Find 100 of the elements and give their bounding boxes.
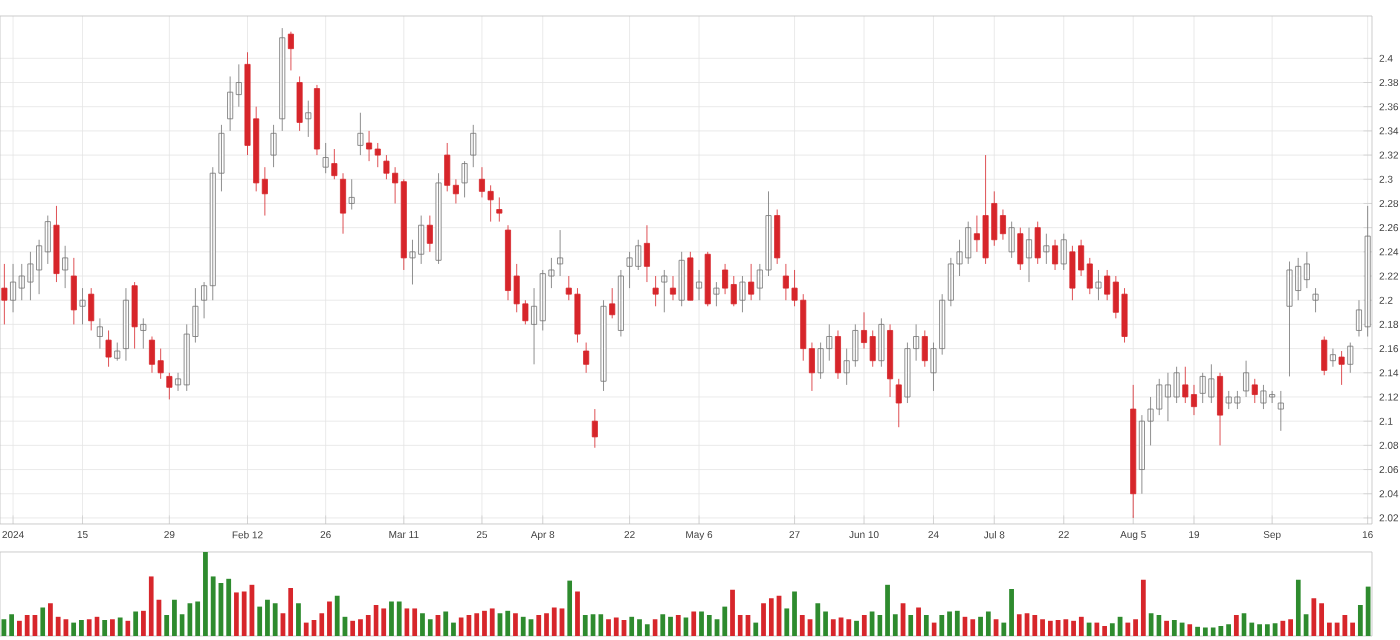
candlestick (661, 269, 668, 313)
bar (172, 599, 177, 636)
candlestick (166, 372, 173, 400)
bar (71, 622, 77, 636)
bar (1140, 579, 1146, 636)
candlestick (1338, 350, 1345, 386)
bar (1280, 620, 1286, 636)
candlestick (1173, 366, 1180, 404)
bar (1334, 622, 1340, 636)
bar (644, 624, 650, 636)
candlestick (904, 342, 911, 404)
bar (79, 620, 84, 636)
candlestick (1060, 233, 1067, 271)
candlestick (713, 281, 720, 307)
bar (1342, 614, 1348, 636)
bar (489, 608, 495, 636)
bar (567, 580, 573, 636)
bar (1195, 626, 1200, 636)
bar (482, 610, 487, 636)
bar (1218, 625, 1224, 636)
bar (48, 603, 53, 636)
bar (1365, 586, 1371, 636)
bar (1319, 603, 1325, 636)
candlestick (53, 205, 60, 283)
bar (272, 603, 278, 636)
bar (629, 616, 635, 636)
bar (303, 622, 309, 636)
candlestick (357, 112, 364, 156)
candlestick (1043, 233, 1050, 265)
bar (381, 608, 387, 636)
bar (923, 614, 929, 636)
bar (799, 614, 805, 636)
bar (954, 610, 960, 636)
bar (9, 614, 15, 636)
candlestick (600, 299, 607, 392)
bar (505, 610, 511, 636)
bar (668, 616, 673, 636)
bar (17, 620, 22, 636)
bar (1226, 624, 1231, 636)
candlestick (878, 317, 885, 368)
candlestick (652, 275, 659, 307)
candlestick (470, 124, 477, 168)
bar (1233, 614, 1239, 636)
bar (350, 620, 356, 636)
bar (606, 619, 611, 636)
candlestick (678, 251, 685, 307)
candlestick (1260, 384, 1267, 410)
candlestick (1017, 227, 1024, 271)
candlestick (1312, 287, 1319, 313)
candlestick (105, 330, 112, 368)
candlestick (1347, 342, 1354, 374)
bar (753, 622, 759, 636)
bar (203, 551, 208, 636)
candlestick (461, 160, 468, 198)
bar (117, 617, 123, 636)
candlestick (383, 154, 390, 180)
candlestick (574, 287, 581, 343)
candlestick (496, 197, 503, 222)
bar (358, 619, 363, 636)
candlestick (1069, 245, 1076, 301)
bar (551, 607, 557, 636)
candlestick (1286, 261, 1293, 377)
candlestick (1277, 390, 1284, 432)
candlestick (435, 172, 442, 265)
candlestick (348, 178, 355, 210)
bar (474, 613, 480, 636)
bar (24, 614, 30, 636)
bar (885, 584, 890, 636)
candlestick (331, 148, 338, 180)
candlestick (305, 100, 312, 138)
bar (296, 603, 301, 636)
bar (854, 620, 859, 636)
bar (420, 613, 425, 636)
bar (1202, 627, 1208, 636)
bar (1047, 620, 1053, 636)
bar (110, 619, 115, 636)
bar (327, 601, 332, 636)
candlestick (704, 251, 711, 307)
candlestick (62, 245, 69, 289)
bar (1257, 624, 1262, 636)
bar (1032, 614, 1038, 636)
bar (412, 608, 418, 636)
bar (226, 578, 232, 636)
bar (575, 591, 580, 636)
bar (691, 611, 697, 636)
candlestick (1095, 269, 1102, 301)
candlestick (487, 184, 494, 222)
bar (1009, 588, 1014, 636)
bar (396, 601, 402, 636)
candlestick (869, 330, 876, 368)
candlestick (114, 342, 121, 362)
bar (1071, 620, 1076, 636)
bar (1125, 622, 1131, 636)
bar (939, 614, 945, 636)
bar (706, 614, 712, 636)
bar (1272, 623, 1278, 636)
candlestick (1008, 221, 1015, 259)
bar (1063, 619, 1069, 636)
bar (985, 611, 991, 636)
candlestick (1364, 205, 1371, 337)
